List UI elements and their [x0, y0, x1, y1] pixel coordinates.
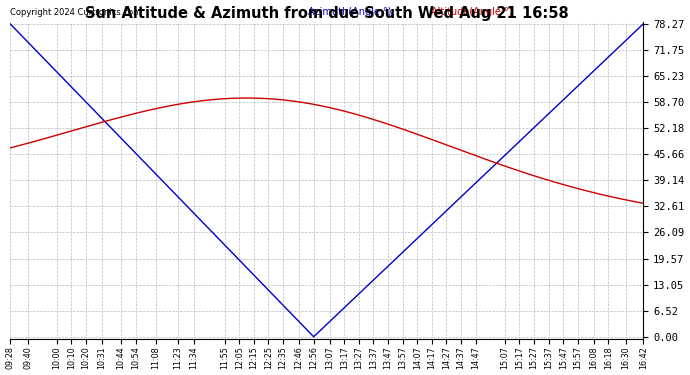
- Text: Copyright 2024 Curtronics.com: Copyright 2024 Curtronics.com: [10, 8, 141, 17]
- Text: Azimuth(Angle °): Azimuth(Angle °): [308, 7, 391, 17]
- Title: Sun Altitude & Azimuth from due South Wed Aug 21 16:58: Sun Altitude & Azimuth from due South We…: [85, 6, 569, 21]
- Text: Altitude(Angle °): Altitude(Angle °): [431, 7, 513, 17]
